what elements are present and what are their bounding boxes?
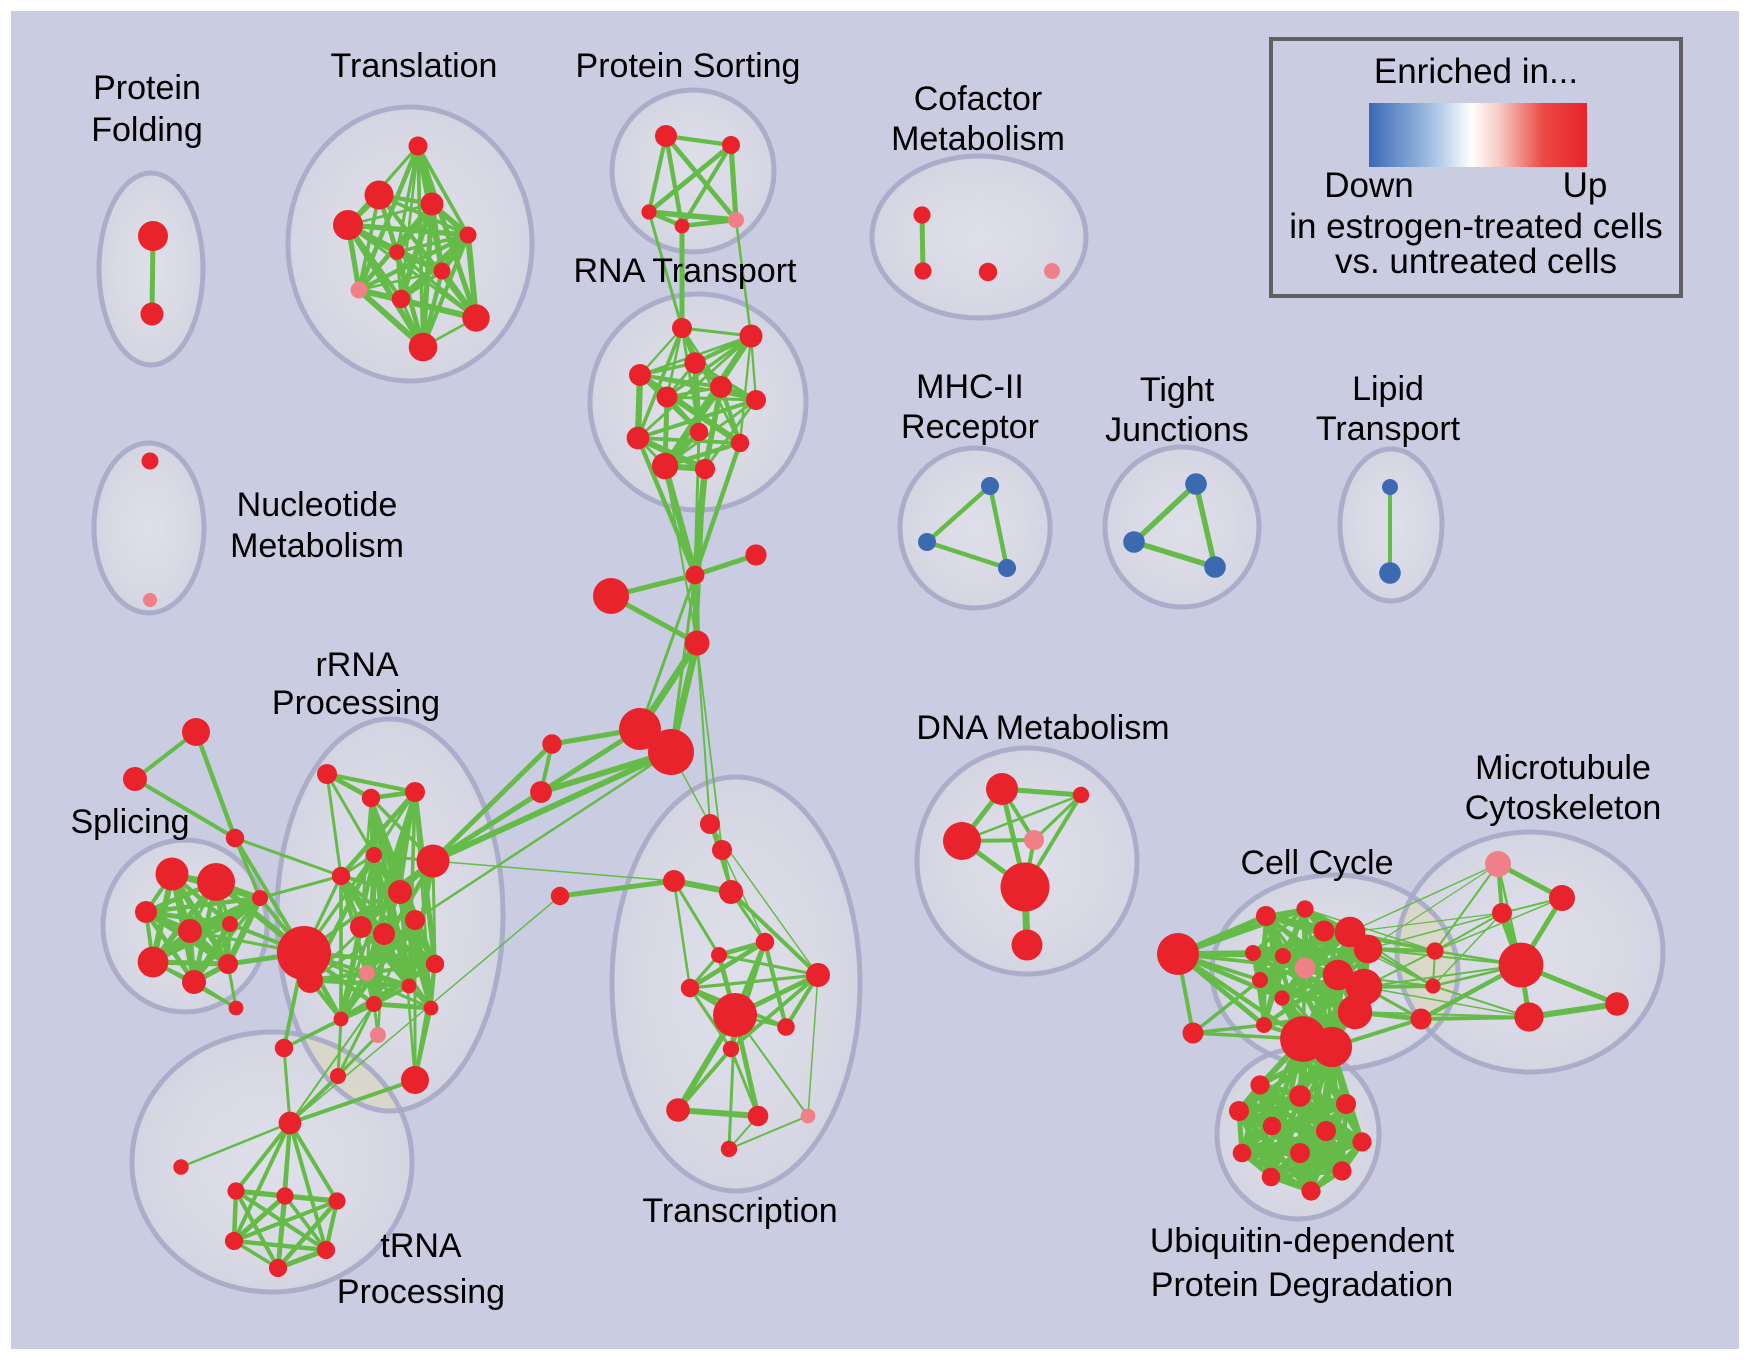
- svg-text:Nucleotide: Nucleotide: [237, 486, 398, 524]
- svg-text:Translation: Translation: [331, 47, 498, 85]
- svg-text:RNA Transport: RNA Transport: [574, 252, 798, 290]
- svg-text:Junctions: Junctions: [1105, 411, 1249, 449]
- svg-text:Ubiquitin-dependent: Ubiquitin-dependent: [1150, 1222, 1455, 1260]
- svg-text:Metabolism: Metabolism: [230, 527, 404, 565]
- svg-text:Protein: Protein: [93, 69, 201, 107]
- svg-text:DNA Metabolism: DNA Metabolism: [916, 709, 1169, 747]
- svg-text:Receptor: Receptor: [901, 408, 1039, 446]
- svg-text:in estrogen-treated cells: in estrogen-treated cells: [1289, 207, 1663, 246]
- svg-text:Metabolism: Metabolism: [891, 120, 1065, 158]
- svg-text:Transport: Transport: [1316, 410, 1461, 448]
- svg-text:Tight: Tight: [1140, 371, 1215, 409]
- svg-text:Down: Down: [1324, 166, 1413, 205]
- svg-text:rRNA: rRNA: [315, 646, 398, 684]
- svg-text:MHC-II: MHC-II: [916, 368, 1024, 406]
- svg-text:Transcription: Transcription: [642, 1192, 837, 1230]
- svg-text:Up: Up: [1563, 166, 1608, 205]
- svg-text:Processing: Processing: [337, 1273, 505, 1311]
- svg-text:Protein Sorting: Protein Sorting: [576, 47, 801, 85]
- svg-text:Lipid: Lipid: [1352, 370, 1424, 408]
- svg-text:Enriched in...: Enriched in...: [1374, 52, 1578, 91]
- svg-text:Cell Cycle: Cell Cycle: [1240, 844, 1393, 882]
- svg-text:vs. untreated cells: vs. untreated cells: [1335, 242, 1617, 281]
- svg-text:Cytoskeleton: Cytoskeleton: [1465, 789, 1662, 827]
- svg-text:tRNA: tRNA: [380, 1227, 462, 1265]
- svg-text:Splicing: Splicing: [70, 803, 189, 841]
- svg-text:Processing: Processing: [272, 684, 440, 722]
- svg-text:Folding: Folding: [91, 111, 203, 149]
- svg-text:Microtubule: Microtubule: [1475, 749, 1651, 787]
- svg-text:Protein Degradation: Protein Degradation: [1151, 1266, 1453, 1304]
- svg-text:Cofactor: Cofactor: [914, 80, 1043, 118]
